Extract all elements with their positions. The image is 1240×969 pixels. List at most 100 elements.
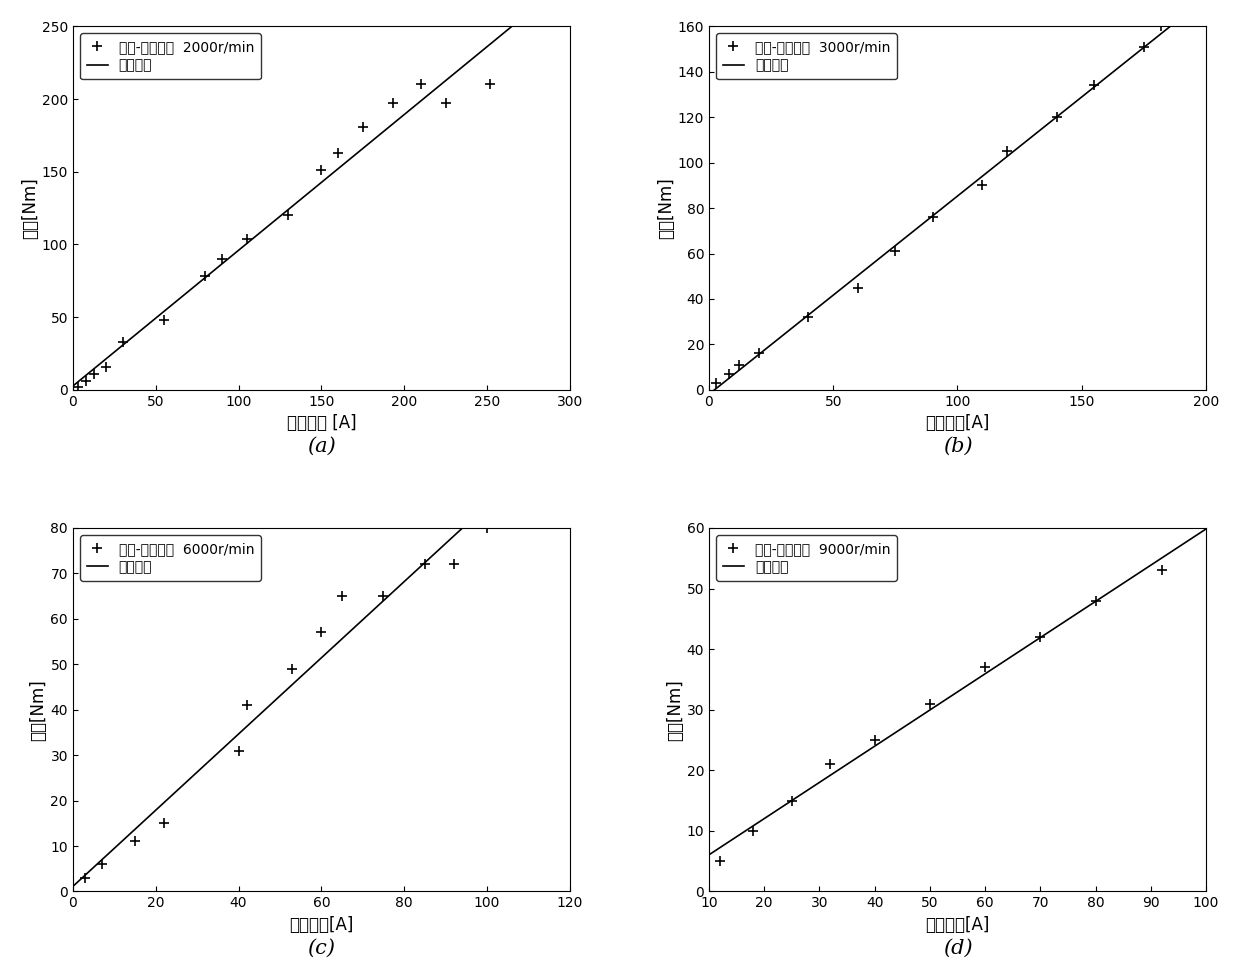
线性拟合 bbox=[66, 881, 81, 892]
转矩-电流幅値  3000r/min bbox=[1153, 20, 1168, 32]
转矩-电流幅値  2000r/min bbox=[87, 368, 102, 380]
线性拟合 bbox=[1199, 0, 1214, 4]
Line: 转矩-电流幅値  3000r/min: 转矩-电流幅値 3000r/min bbox=[712, 21, 1166, 388]
转矩-电流幅値  6000r/min bbox=[78, 872, 93, 884]
转矩-电流幅値  2000r/min bbox=[413, 78, 428, 90]
线性拟合 bbox=[732, 829, 746, 841]
转矩-电流幅値  2000r/min bbox=[438, 98, 453, 109]
X-axis label: 电流幅値[A]: 电流幅値[A] bbox=[925, 415, 990, 432]
Line: 转矩-电流幅値  9000r/min: 转矩-电流幅値 9000r/min bbox=[715, 566, 1167, 866]
转矩-电流幅値  3000r/min bbox=[709, 377, 724, 389]
转矩-电流幅値  6000r/min bbox=[376, 590, 391, 602]
线性拟合 bbox=[794, 789, 808, 800]
转矩-电流幅値  6000r/min bbox=[446, 558, 461, 570]
转矩-电流幅値  2000r/min bbox=[314, 165, 329, 176]
线性拟合 bbox=[702, 389, 717, 400]
X-axis label: 电流幅値[A]: 电流幅値[A] bbox=[925, 916, 990, 934]
转矩-电流幅値  9000r/min bbox=[1087, 595, 1102, 607]
转矩-电流幅値  9000r/min bbox=[745, 825, 760, 836]
转矩-电流幅値  6000r/min bbox=[285, 663, 300, 674]
转矩-电流幅値  6000r/min bbox=[128, 835, 143, 847]
线性拟合 bbox=[732, 364, 746, 376]
线性拟合 bbox=[66, 380, 81, 391]
转矩-电流幅値  3000r/min bbox=[888, 245, 903, 257]
转矩-电流幅値  6000r/min bbox=[156, 818, 171, 829]
线性拟合 bbox=[520, 462, 534, 474]
Line: 线性拟合: 线性拟合 bbox=[709, 529, 1207, 855]
X-axis label: 电流幅値[A]: 电流幅値[A] bbox=[289, 916, 353, 934]
转矩-电流幅値  9000r/min bbox=[923, 698, 937, 709]
Y-axis label: 转矩[Nm]: 转矩[Nm] bbox=[657, 177, 675, 239]
转矩-电流幅値  2000r/min bbox=[198, 270, 213, 282]
线性拟合 bbox=[794, 315, 808, 327]
转矩-电流幅値  6000r/min bbox=[480, 522, 495, 534]
线性拟合 bbox=[86, 862, 100, 874]
线性拟合 bbox=[86, 364, 100, 376]
转矩-电流幅値  9000r/min bbox=[713, 856, 728, 867]
转矩-电流幅値  2000r/min bbox=[215, 253, 229, 265]
线性拟合 bbox=[197, 271, 212, 283]
线性拟合 bbox=[537, 0, 552, 5]
转矩-电流幅値  3000r/min bbox=[751, 348, 766, 359]
Legend: 转矩-电流幅値  9000r/min, 线性拟合: 转矩-电流幅値 9000r/min, 线性拟合 bbox=[715, 535, 898, 581]
转矩-电流幅値  2000r/min bbox=[239, 233, 254, 244]
转矩-电流幅値  3000r/min bbox=[722, 368, 737, 380]
转矩-电流幅値  6000r/min bbox=[94, 859, 109, 870]
Line: 线性拟合: 线性拟合 bbox=[73, 0, 570, 386]
转矩-电流幅値  3000r/min bbox=[925, 211, 940, 223]
转矩-电流幅値  3000r/min bbox=[1136, 41, 1151, 52]
线性拟合 bbox=[1156, 551, 1171, 563]
转矩-电流幅値  2000r/min bbox=[78, 375, 93, 387]
转矩-电流幅値  3000r/min bbox=[801, 311, 816, 323]
线性拟合 bbox=[197, 759, 212, 770]
Y-axis label: 转矩[Nm]: 转矩[Nm] bbox=[30, 679, 47, 740]
线性拟合 bbox=[1156, 26, 1171, 38]
线性拟合 bbox=[537, 447, 552, 458]
转矩-电流幅値  9000r/min bbox=[977, 662, 992, 673]
线性拟合 bbox=[1173, 540, 1188, 551]
转矩-电流幅値  6000r/min bbox=[231, 745, 246, 757]
线性拟合 bbox=[563, 423, 578, 435]
X-axis label: 电流幅値 [A]: 电流幅値 [A] bbox=[286, 415, 356, 432]
Line: 线性拟合: 线性拟合 bbox=[73, 429, 570, 887]
转矩-电流幅値  9000r/min bbox=[1154, 565, 1169, 577]
转矩-电流幅値  3000r/min bbox=[1049, 111, 1064, 123]
转矩-电流幅値  2000r/min bbox=[386, 98, 401, 109]
线性拟合 bbox=[520, 8, 534, 19]
转矩-电流幅値  2000r/min bbox=[156, 314, 171, 326]
线性拟合 bbox=[95, 853, 110, 864]
线性拟合 bbox=[835, 283, 849, 295]
转矩-电流幅値  6000r/min bbox=[335, 590, 350, 602]
线性拟合 bbox=[835, 763, 849, 774]
转矩-电流幅値  6000r/min bbox=[418, 558, 433, 570]
转矩-电流幅値  2000r/min bbox=[115, 336, 130, 348]
Text: (b): (b) bbox=[942, 437, 972, 456]
线性拟合 bbox=[722, 372, 737, 384]
Legend: 转矩-电流幅値  2000r/min, 线性拟合: 转矩-电流幅値 2000r/min, 线性拟合 bbox=[79, 33, 260, 79]
Line: 转矩-电流幅値  2000r/min: 转矩-电流幅値 2000r/min bbox=[73, 79, 495, 391]
转矩-电流幅値  9000r/min bbox=[823, 759, 838, 770]
Legend: 转矩-电流幅値  6000r/min, 线性拟合: 转矩-电流幅値 6000r/min, 线性拟合 bbox=[79, 535, 262, 581]
转矩-电流幅値  6000r/min bbox=[314, 627, 329, 639]
转矩-电流幅値  3000r/min bbox=[975, 179, 990, 191]
线性拟合 bbox=[702, 849, 717, 860]
转矩-电流幅値  2000r/min bbox=[482, 78, 497, 90]
转矩-电流幅値  3000r/min bbox=[732, 359, 746, 371]
转矩-电流幅値  3000r/min bbox=[851, 282, 866, 294]
Text: (d): (d) bbox=[942, 939, 972, 957]
线性拟合 bbox=[157, 304, 172, 316]
Y-axis label: 转矩[Nm]: 转矩[Nm] bbox=[21, 177, 38, 239]
转矩-电流幅値  6000r/min bbox=[239, 700, 254, 711]
转矩-电流幅値  9000r/min bbox=[785, 795, 800, 806]
线性拟合 bbox=[157, 796, 172, 807]
转矩-电流幅値  2000r/min bbox=[331, 147, 346, 159]
转矩-电流幅値  9000r/min bbox=[867, 735, 882, 746]
转矩-电流幅値  3000r/min bbox=[1086, 79, 1101, 91]
转矩-电流幅値  3000r/min bbox=[999, 145, 1014, 157]
转矩-电流幅値  2000r/min bbox=[71, 381, 86, 392]
Line: 转矩-电流幅値  6000r/min: 转矩-电流幅値 6000r/min bbox=[81, 523, 492, 883]
Line: 线性拟合: 线性拟合 bbox=[709, 0, 1207, 394]
线性拟合 bbox=[1199, 523, 1214, 535]
线性拟合 bbox=[95, 356, 110, 367]
转矩-电流幅値  2000r/min bbox=[280, 209, 295, 221]
